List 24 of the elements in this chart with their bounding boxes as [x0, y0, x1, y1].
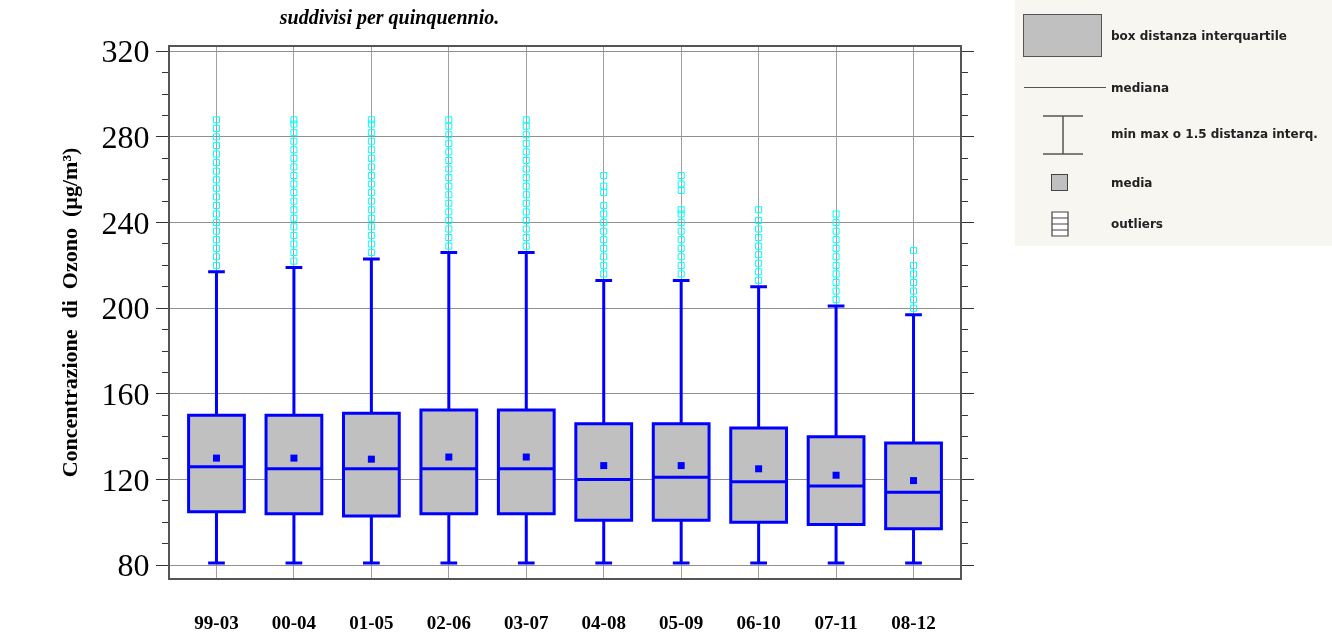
x-tick-label: 04-08 — [581, 611, 626, 633]
x-tick-label: 06-10 — [736, 611, 781, 633]
y-tick-label: 80 — [117, 547, 150, 584]
x-tick-label: 01-05 — [349, 611, 394, 633]
text: outliers — [1111, 217, 1163, 231]
x-tick-label: 03-07 — [504, 611, 549, 633]
y-axis-title: Concentrazione di Ozono (µg/m³) — [56, 147, 82, 478]
text: mediana — [1111, 81, 1170, 95]
x-tick-label: 99-03 — [194, 611, 239, 633]
y-tick-label: 240 — [101, 204, 150, 241]
x-tick-label: 02-06 — [426, 611, 471, 633]
x-tick-label: 00-04 — [271, 611, 317, 633]
x-tick-label: 08-12 — [891, 611, 936, 633]
text: media — [1111, 176, 1153, 190]
y-tick-label: 120 — [101, 461, 150, 498]
text: min max o 1.5 distanza interq. — [1111, 127, 1318, 141]
x-tick-label: 05-09 — [659, 611, 704, 633]
chart-title: suddivisi per quinquennio. — [278, 5, 500, 29]
y-tick-label: 320 — [101, 33, 150, 70]
text: box distanza interquartile — [1111, 29, 1287, 43]
y-tick-label: 200 — [101, 290, 150, 327]
y-tick-label: 280 — [101, 119, 150, 156]
x-tick-label: 07-11 — [814, 611, 858, 633]
y-tick-label: 160 — [101, 376, 150, 413]
